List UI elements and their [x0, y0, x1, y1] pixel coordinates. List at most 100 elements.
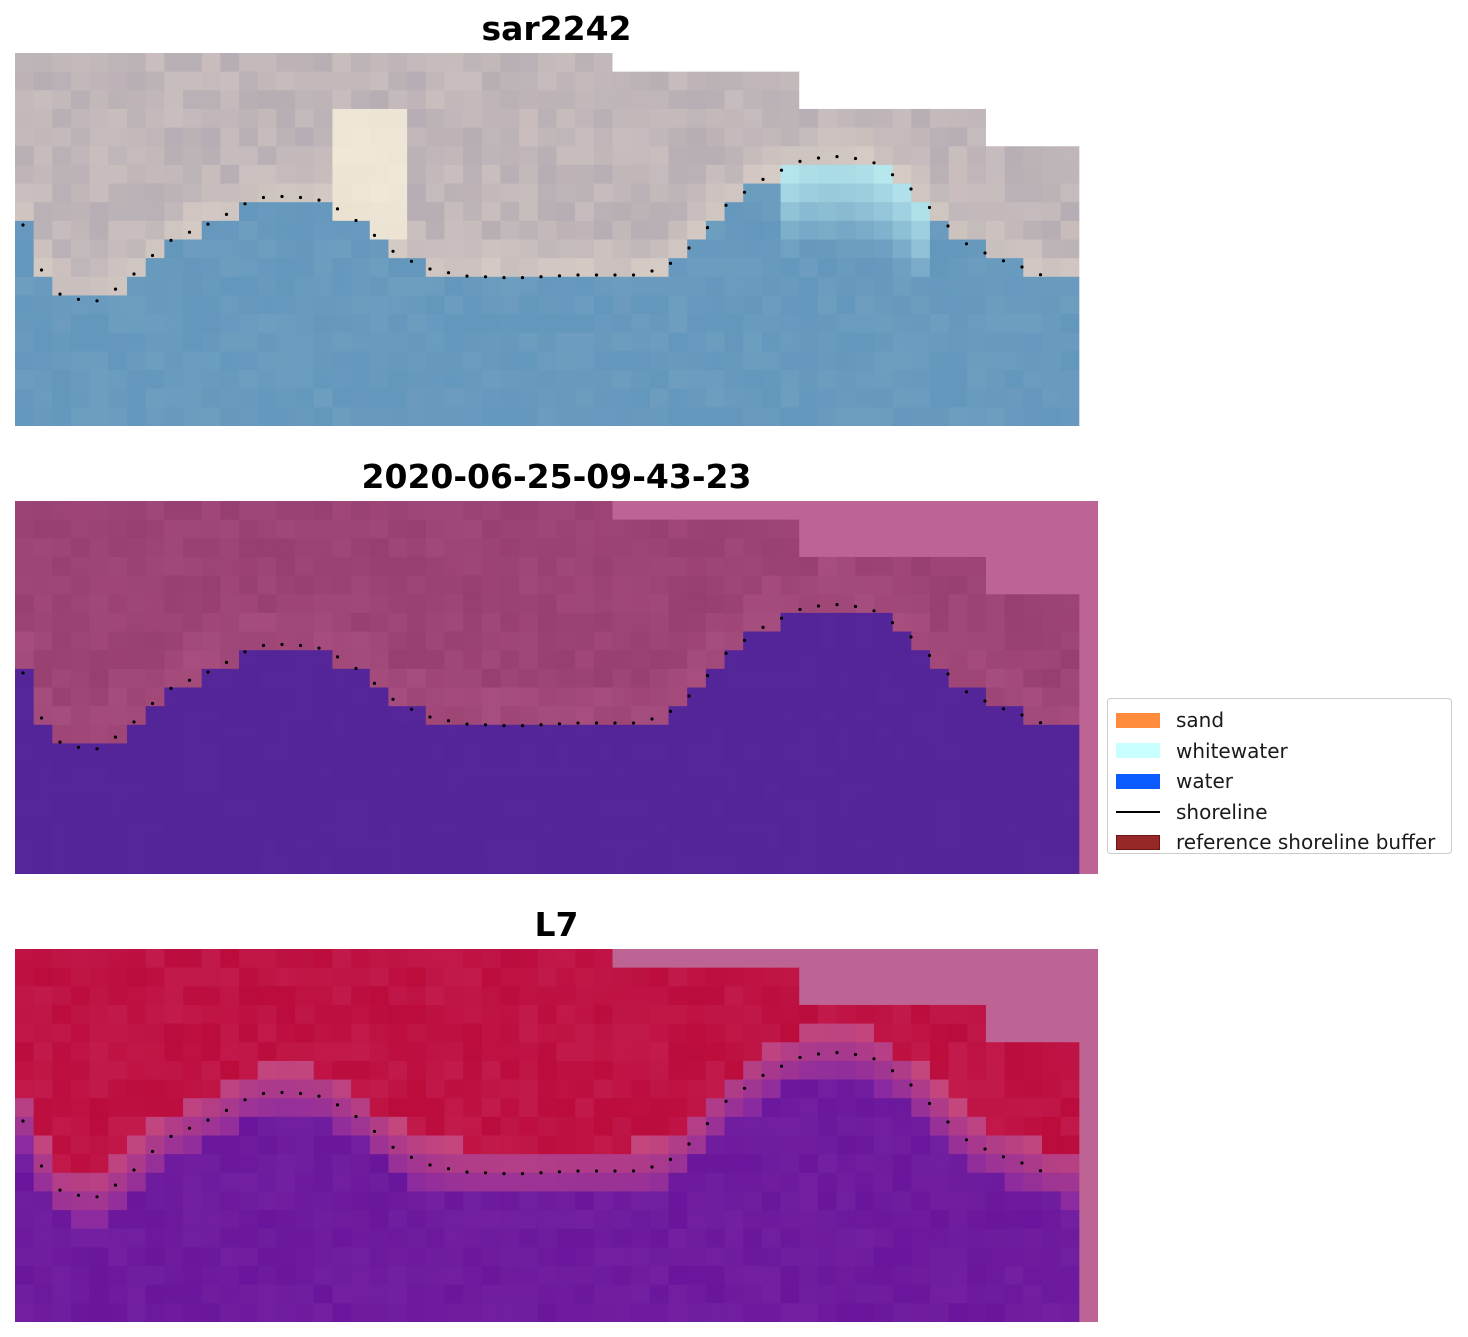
shoreline-point: [187, 230, 192, 234]
raster-pixel: [985, 239, 1006, 259]
raster-pixel: [817, 351, 838, 371]
raster-pixel: [780, 799, 800, 819]
raster-pixel: [108, 594, 128, 614]
raster-pixel: [239, 1135, 259, 1155]
raster-pixel: [425, 239, 446, 259]
raster-pixel: [668, 1191, 688, 1211]
raster-pixel: [985, 220, 1006, 241]
raster-pixel: [183, 108, 203, 129]
raster-pixel: [1060, 1266, 1080, 1286]
raster-pixel: [257, 687, 278, 707]
raster-pixel: [556, 575, 576, 595]
raster-pixel: [481, 53, 502, 73]
raster-pixel: [556, 164, 576, 185]
raster-pixel: [537, 575, 558, 595]
raster-pixel: [593, 612, 614, 633]
raster-pixel: [668, 706, 688, 726]
raster-pixel: [407, 1247, 427, 1267]
raster-pixel: [425, 631, 446, 651]
raster-pixel: [519, 631, 539, 651]
raster-pixel: [799, 556, 819, 577]
raster-pixel: [817, 949, 838, 969]
raster-pixel: [108, 556, 128, 577]
raster-pixel: [985, 612, 1006, 633]
raster-pixel: [761, 351, 782, 371]
raster-pixel: [631, 1004, 651, 1025]
raster-pixel: [612, 687, 632, 707]
raster-pixel: [705, 71, 726, 91]
raster-pixel: [1023, 949, 1043, 969]
raster-pixel: [1041, 183, 1062, 203]
raster-pixel: [276, 1116, 296, 1137]
raster-pixel: [649, 258, 670, 278]
raster-pixel: [369, 538, 390, 558]
raster-pixel: [855, 538, 875, 558]
raster-pixel: [463, 276, 483, 297]
raster-pixel: [631, 687, 651, 707]
raster-pixel: [985, 556, 1006, 577]
raster-pixel: [948, 1266, 968, 1286]
raster-pixel: [649, 594, 670, 614]
raster-pixel: [705, 575, 726, 595]
raster-pixel: [463, 650, 483, 670]
raster-pixel: [295, 1154, 315, 1174]
raster-pixel: [332, 1079, 352, 1099]
raster-pixel: [89, 239, 109, 259]
raster-pixel: [201, 967, 221, 987]
raster-pixel: [183, 818, 203, 838]
raster-pixel: [743, 90, 763, 110]
raster-pixel: [649, 1191, 670, 1211]
raster-pixel: [743, 501, 763, 521]
raster-pixel: [220, 650, 240, 670]
raster-pixel: [89, 1154, 109, 1174]
raster-pixel: [164, 1079, 184, 1099]
raster-pixel: [967, 538, 987, 558]
raster-pixel: [985, 1042, 1006, 1062]
raster-pixel: [799, 258, 819, 278]
raster-pixel: [295, 967, 315, 987]
raster-pixel: [15, 295, 35, 315]
raster-pixel: [1004, 1266, 1024, 1286]
raster-pixel: [33, 183, 53, 203]
raster-pixel: [855, 127, 875, 147]
shoreline-point: [58, 740, 62, 744]
raster-pixel: [892, 1042, 912, 1062]
raster-pixel: [873, 949, 894, 969]
raster-pixel: [276, 986, 296, 1006]
raster-pixel: [388, 53, 408, 73]
raster-pixel: [948, 967, 968, 987]
raster-pixel: [15, 650, 35, 670]
raster-pixel: [463, 519, 483, 539]
raster-pixel: [556, 1042, 576, 1062]
raster-pixel: [183, 612, 203, 633]
shoreline-point: [243, 1098, 247, 1102]
raster-pixel: [593, 127, 614, 147]
raster-pixel: [743, 1284, 763, 1304]
raster-pixel: [444, 239, 464, 259]
raster-pixel: [332, 780, 352, 800]
raster-pixel: [612, 967, 632, 987]
raster-pixel: [351, 407, 371, 426]
raster-pixel: [668, 351, 688, 371]
raster-pixel: [575, 1098, 595, 1118]
raster-pixel: [257, 1266, 278, 1286]
raster-pixel: [145, 967, 165, 987]
raster-pixel: [799, 1154, 819, 1174]
raster-pixel: [817, 706, 838, 726]
shoreline-point: [631, 273, 636, 277]
shoreline-point: [631, 721, 636, 725]
raster-pixel: [239, 743, 259, 763]
raster-pixel: [145, 743, 165, 763]
raster-pixel: [873, 967, 894, 987]
raster-pixel: [575, 594, 595, 614]
raster-pixel: [201, 164, 221, 185]
raster-pixel: [799, 706, 819, 726]
raster-pixel: [985, 351, 1006, 371]
raster-pixel: [463, 1098, 483, 1118]
raster-pixel: [463, 967, 483, 987]
raster-pixel: [687, 762, 707, 782]
raster-pixel: [593, 108, 614, 129]
raster-pixel: [948, 1303, 968, 1322]
raster-pixel: [239, 183, 259, 203]
raster-pixel: [705, 594, 726, 614]
